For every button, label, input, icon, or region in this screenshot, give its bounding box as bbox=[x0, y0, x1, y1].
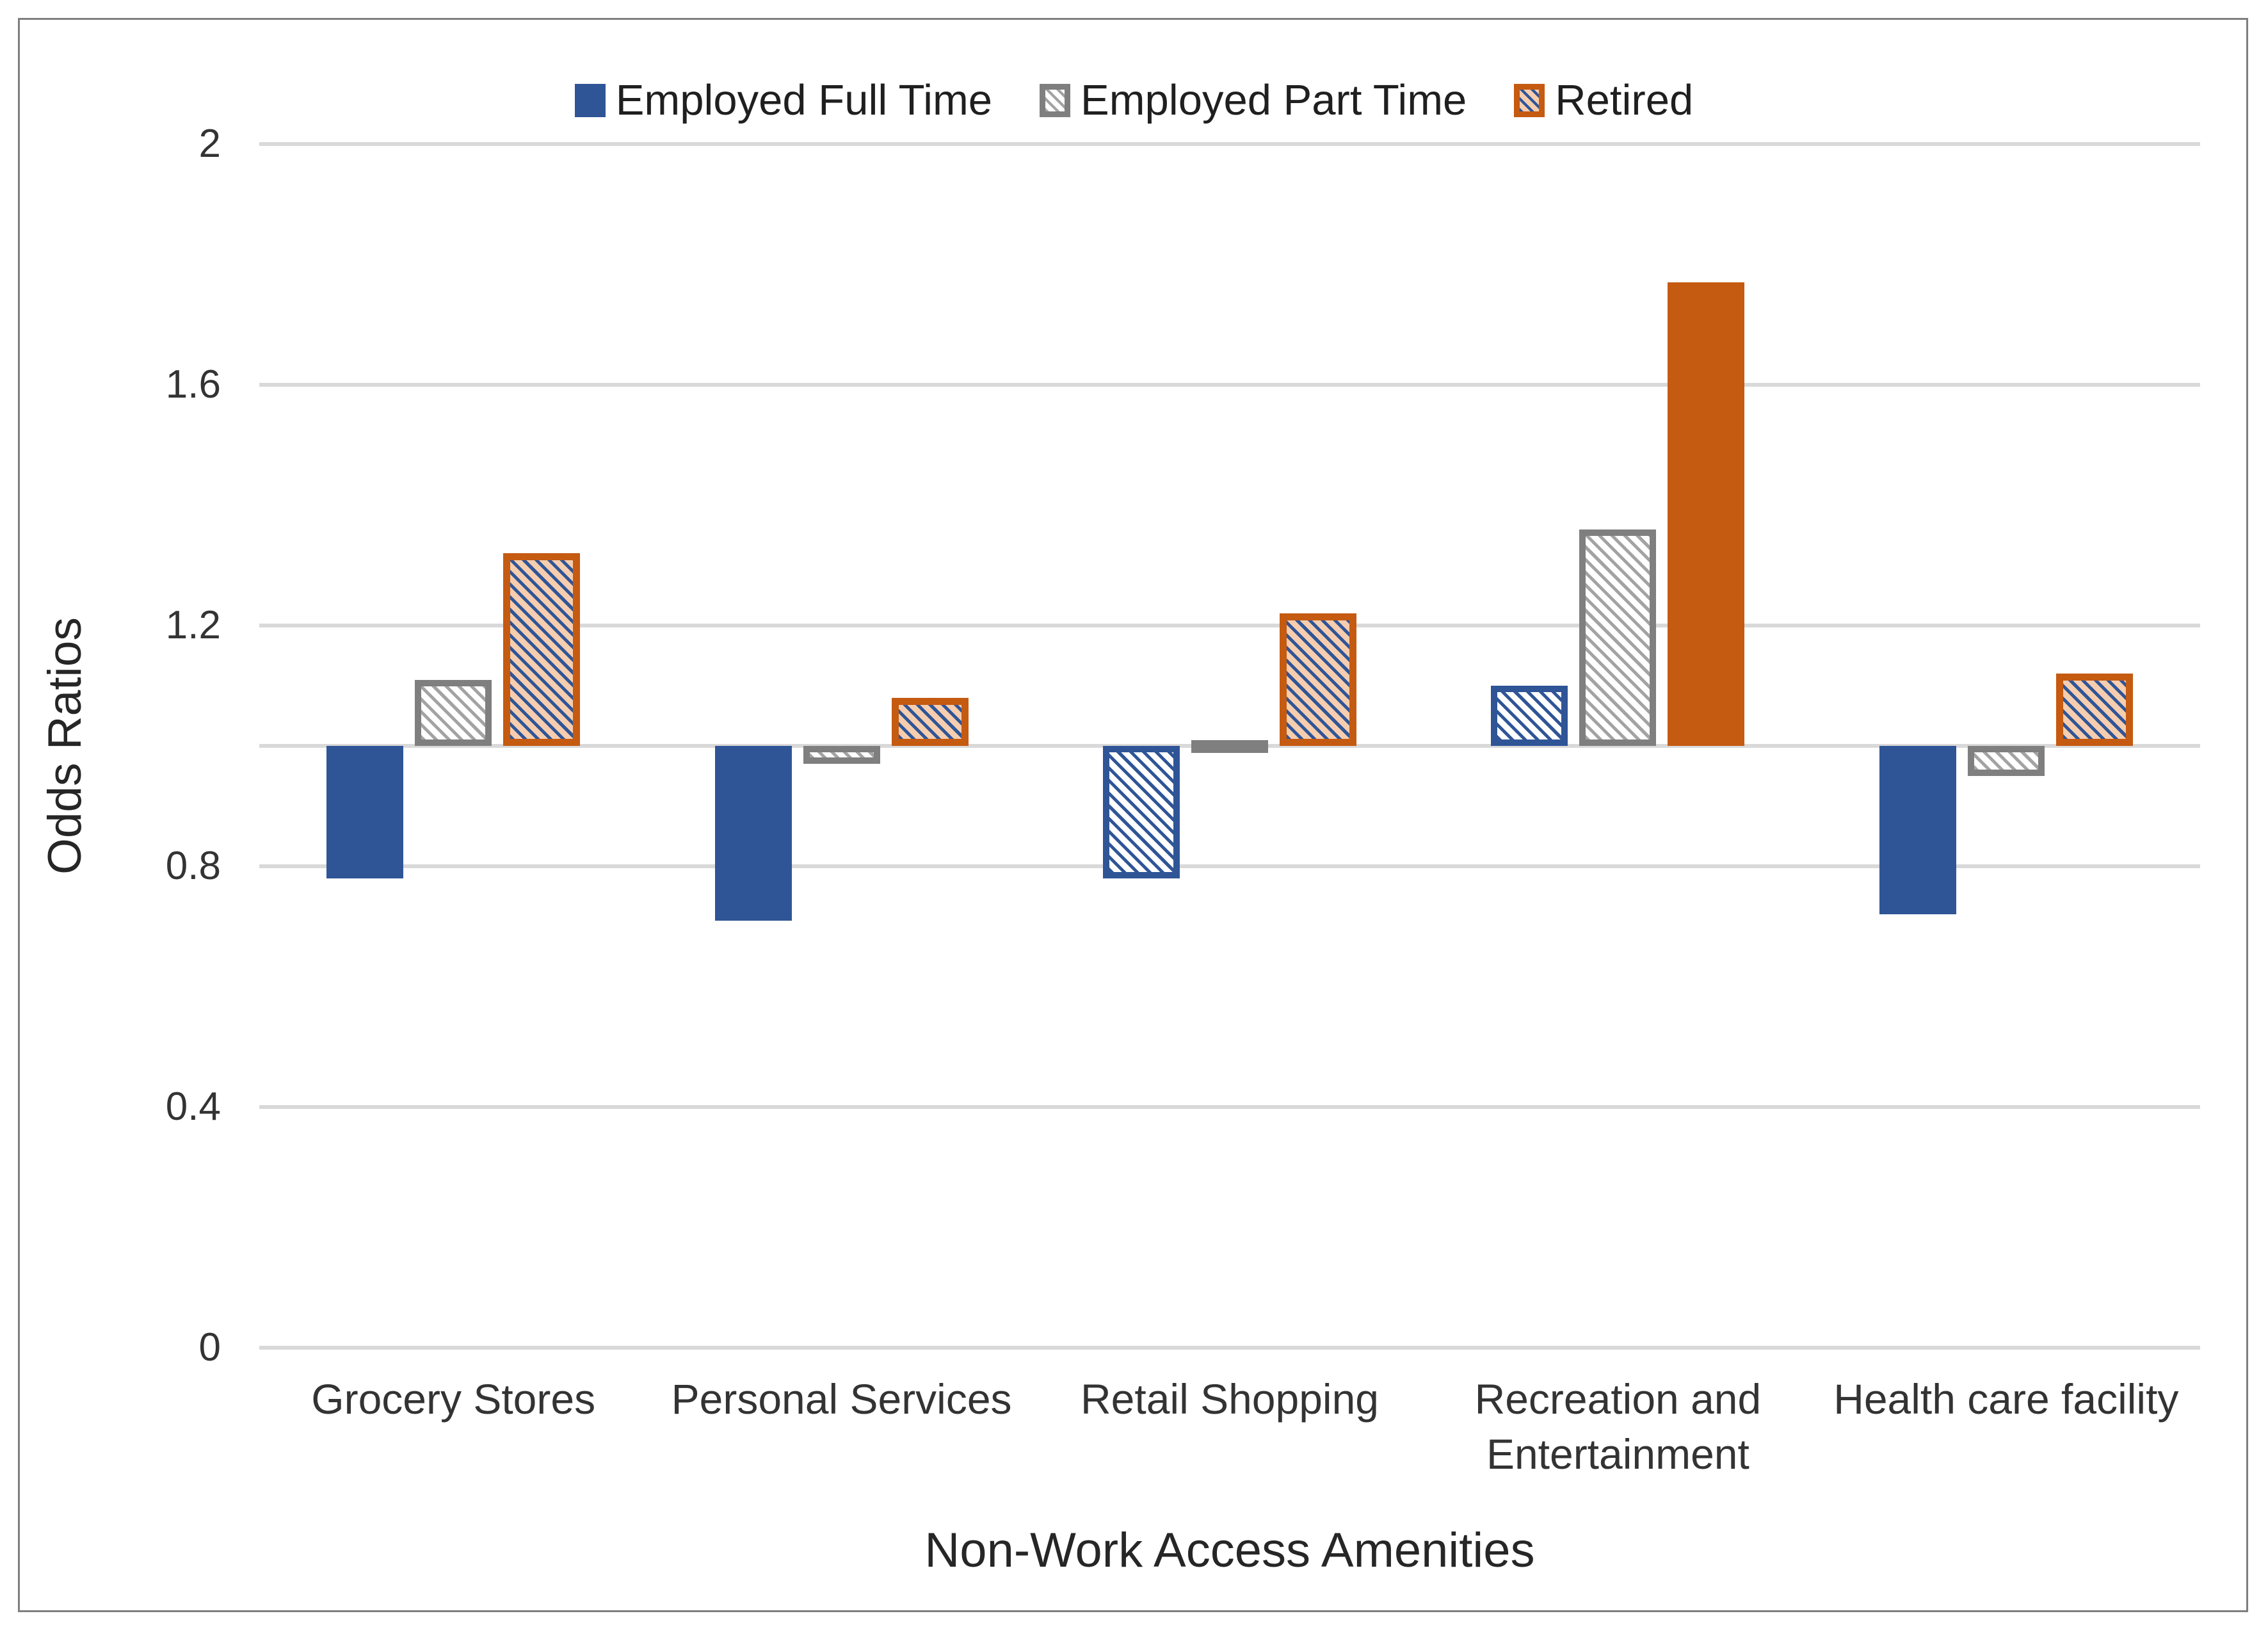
legend: Employed Full Time Employed Part Time Reti… bbox=[0, 76, 2268, 125]
y-tick-0: 0 bbox=[198, 1325, 221, 1369]
gridline-y-0 bbox=[259, 1346, 2200, 1350]
bar-personal-services-employed-part-time bbox=[803, 746, 880, 764]
bar-recreation-and-entertainment-retired bbox=[1668, 282, 1745, 746]
gridline-y-0-4 bbox=[259, 1105, 2200, 1109]
gridline-y-1-6 bbox=[259, 383, 2200, 387]
bar-health-care-facility-retired bbox=[2055, 674, 2133, 746]
x-category-label-grocery-stores: Grocery Stores bbox=[311, 1375, 596, 1423]
bar-health-care-facility-employed-full-time bbox=[1879, 746, 1956, 915]
legend-swatch-employed-full-time-icon bbox=[574, 83, 606, 117]
legend-item-employed-full-time: Employed Full Time bbox=[574, 76, 993, 125]
legend-item-retired: Retired bbox=[1514, 76, 1693, 125]
bar-recreation-and-entertainment-employed-full-time bbox=[1491, 686, 1568, 746]
y-axis-title: Odds Ratios bbox=[39, 617, 91, 875]
gridline-y-1-2 bbox=[259, 624, 2200, 627]
bar-grocery-stores-retired bbox=[503, 553, 581, 746]
y-tick-1-2: 1.2 bbox=[165, 603, 221, 647]
bar-personal-services-employed-full-time bbox=[714, 746, 792, 921]
x-category-label-health-care-facility: Health care facility bbox=[1833, 1375, 2179, 1423]
legend-label-employed-full-time: Employed Full Time bbox=[615, 76, 993, 124]
y-tick-0-8: 0.8 bbox=[165, 844, 221, 888]
gridline-y-2 bbox=[259, 142, 2200, 146]
legend-label-employed-part-time: Employed Part Time bbox=[1081, 76, 1467, 124]
bar-retail-shopping-employed-part-time bbox=[1191, 739, 1268, 753]
plot-area bbox=[259, 142, 2200, 1350]
x-category-label-personal-services: Personal Services bbox=[671, 1375, 1012, 1423]
bar-grocery-stores-employed-part-time bbox=[415, 679, 492, 746]
bar-personal-services-retired bbox=[891, 697, 969, 746]
legend-item-employed-part-time: Employed Part Time bbox=[1040, 76, 1467, 125]
bar-health-care-facility-employed-part-time bbox=[1967, 746, 2045, 776]
legend-label-retired: Retired bbox=[1555, 76, 1694, 124]
y-tick-1-6: 1.6 bbox=[165, 362, 221, 407]
gridline-y-0-8 bbox=[259, 864, 2200, 868]
y-tick-0-4: 0.4 bbox=[165, 1085, 221, 1129]
bar-recreation-and-entertainment-employed-part-time bbox=[1579, 529, 1657, 746]
legend-swatch-employed-part-time-icon bbox=[1040, 83, 1071, 117]
x-category-label-recreation-and-entertainment: Recreation and Entertainment bbox=[1474, 1375, 1762, 1478]
x-category-label-retail-shopping: Retail Shopping bbox=[1081, 1375, 1379, 1423]
y-tick-2: 2 bbox=[198, 122, 221, 166]
legend-swatch-retired-icon bbox=[1514, 83, 1545, 117]
bar-grocery-stores-employed-full-time bbox=[326, 746, 404, 878]
bar-retail-shopping-retired bbox=[1280, 613, 1356, 746]
bar-retail-shopping-employed-full-time bbox=[1103, 746, 1180, 878]
x-axis-title: Non-Work Access Amenities bbox=[924, 1523, 1535, 1578]
